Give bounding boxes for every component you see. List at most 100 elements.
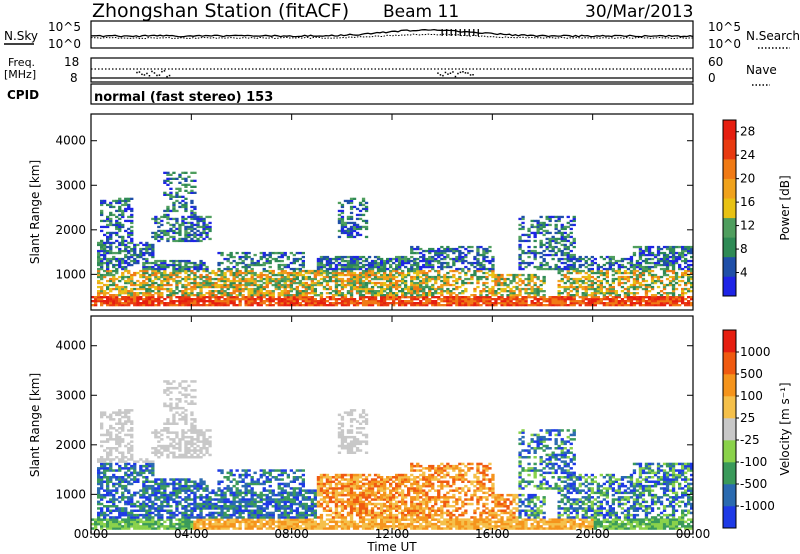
velocity-cell [154, 520, 158, 524]
power-cell [500, 283, 504, 287]
power-cell [656, 245, 661, 249]
velocity-cell [94, 520, 98, 524]
power-cell [199, 304, 203, 307]
power-cell [196, 281, 200, 285]
power-cell [358, 283, 363, 287]
power-cell [587, 287, 591, 291]
power-cell [289, 302, 293, 305]
power-cell [404, 257, 408, 261]
velocity-cell [148, 484, 152, 488]
power-cell [533, 253, 537, 257]
colorbar-swatch [723, 217, 736, 238]
power-cell [289, 294, 293, 297]
power-cell [602, 277, 606, 281]
power-cell [473, 271, 477, 275]
power-cell [118, 247, 122, 251]
power-cell [97, 255, 101, 259]
power-cell [623, 287, 628, 291]
power-cell [325, 292, 330, 295]
power-cell [340, 209, 345, 213]
power-cell [151, 283, 155, 287]
velocity-cell [151, 527, 155, 530]
power-cell [367, 265, 372, 269]
power-cell [476, 259, 480, 263]
power-cell [587, 285, 591, 289]
power-cell [295, 285, 299, 289]
power-cell [572, 263, 576, 267]
power-cell [563, 275, 567, 279]
power-cell [410, 296, 414, 299]
velocity-cell [91, 518, 95, 521]
power-cell [157, 271, 161, 275]
velocity-cell [121, 509, 125, 512]
nave-dropout-dot [158, 74, 161, 76]
velocity-cell [106, 447, 110, 450]
power-cell [208, 300, 212, 303]
velocity-cell [97, 511, 101, 515]
velocity-cell [100, 520, 104, 524]
power-cell [109, 277, 113, 281]
power-cell [470, 298, 474, 301]
noise-right-tick-top: 10^5 [708, 20, 741, 34]
power-cell [413, 263, 417, 267]
power-cell [163, 271, 167, 275]
power-cell [331, 261, 336, 265]
power-cell [557, 219, 561, 223]
power-cell [370, 261, 375, 265]
power-cell [464, 300, 468, 303]
power-cell [407, 267, 411, 271]
power-cell [548, 300, 552, 303]
power-cell [656, 275, 661, 279]
power-cell [512, 294, 516, 297]
power-cell [289, 277, 293, 281]
power-cell [373, 281, 378, 285]
velocity-cell [154, 489, 158, 492]
power-cell [256, 290, 260, 293]
power-cell [599, 298, 603, 301]
velocity-cell [112, 482, 116, 486]
power-cell [572, 257, 576, 261]
power-cell [124, 267, 128, 271]
power-cell [596, 298, 600, 301]
power-cell [690, 302, 694, 305]
power-cell [250, 257, 254, 261]
power-cell [566, 233, 570, 237]
velocity-cell [148, 493, 152, 497]
power-cell [608, 300, 612, 303]
power-cell [241, 279, 245, 283]
power-cell [184, 221, 188, 225]
power-cell [148, 300, 152, 303]
power-cell [425, 294, 429, 297]
power-cell [97, 243, 101, 247]
power-cell [223, 304, 227, 307]
power-cell [340, 277, 345, 281]
power-cell [349, 294, 354, 297]
power-cell [488, 304, 492, 307]
power-cell [566, 255, 570, 259]
velocity-cell [148, 498, 152, 501]
power-cell [256, 259, 260, 263]
power-cell [367, 271, 372, 275]
power-cell [674, 302, 679, 305]
power-cell [626, 257, 631, 261]
power-cell [373, 273, 378, 277]
power-cell [584, 271, 588, 275]
power-cell [109, 251, 113, 255]
power-cell [340, 203, 345, 207]
power-cell [446, 247, 450, 251]
nave-dropout-dot [459, 71, 462, 74]
power-cell [295, 296, 299, 299]
power-cell [142, 279, 146, 283]
power-cell [343, 199, 348, 203]
power-cell [349, 285, 354, 289]
velocity-cell [178, 520, 182, 524]
power-cell [196, 221, 200, 225]
power-cell [325, 281, 330, 285]
power-cell [404, 279, 408, 283]
power-cell [352, 197, 357, 200]
power-cell [169, 302, 173, 305]
power-cell [632, 292, 637, 295]
power-cell [602, 273, 606, 277]
power-cell [235, 261, 239, 265]
power-cell [199, 290, 203, 293]
